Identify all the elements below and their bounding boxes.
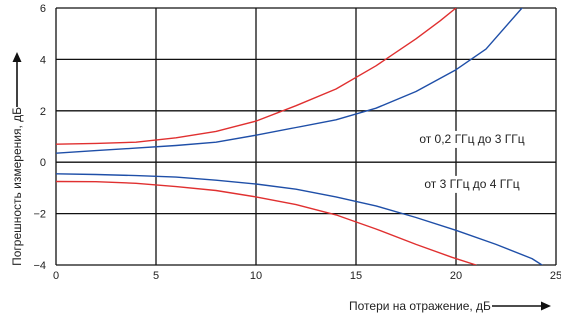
y-axis-title: Погрешность измерения, дБ (10, 107, 24, 266)
y-tick-label: 0 (40, 157, 46, 169)
series-line-4 (56, 180, 477, 265)
x-tick-label: 20 (450, 270, 462, 282)
series-group (56, 8, 543, 265)
y-axis-title-group: Погрешность измерения, дБ (10, 52, 24, 266)
x-tick-label: 0 (53, 270, 59, 282)
annotation-label-2: от 3 ГГц до 4 ГГц (424, 177, 519, 191)
y-axis-arrow-icon (12, 52, 22, 62)
x-tick-label: 25 (550, 270, 561, 282)
annotation-label-1: от 0,2 ГГц до 3 ГГц (419, 132, 524, 146)
series-line-1 (56, 8, 457, 145)
y-tick-label: 4 (40, 54, 46, 66)
y-tick-label: −2 (33, 209, 46, 221)
x-tick-label: 15 (350, 270, 362, 282)
x-tick-label: 10 (250, 270, 262, 282)
annotation-background (414, 130, 530, 148)
annotation-background (419, 175, 525, 193)
series-line-3 (56, 173, 543, 265)
series-line-2 (56, 8, 523, 154)
x-axis-arrow-icon (541, 301, 551, 311)
x-tick-label: 5 (153, 270, 159, 282)
y-tick-label: 6 (40, 3, 46, 15)
y-tick-label: −4 (33, 260, 46, 272)
y-tick-label: 2 (40, 106, 46, 118)
tick-labels: 0 5 10 15 20 25 −4 −2 0 2 4 6 (33, 3, 561, 282)
annotations: от 0,2 ГГц до 3 ГГц от 3 ГГц до 4 ГГц (414, 130, 530, 193)
x-axis-title-group: Потери на отражение, дБ (349, 299, 551, 313)
x-axis-title: Потери на отражение, дБ (349, 299, 491, 313)
